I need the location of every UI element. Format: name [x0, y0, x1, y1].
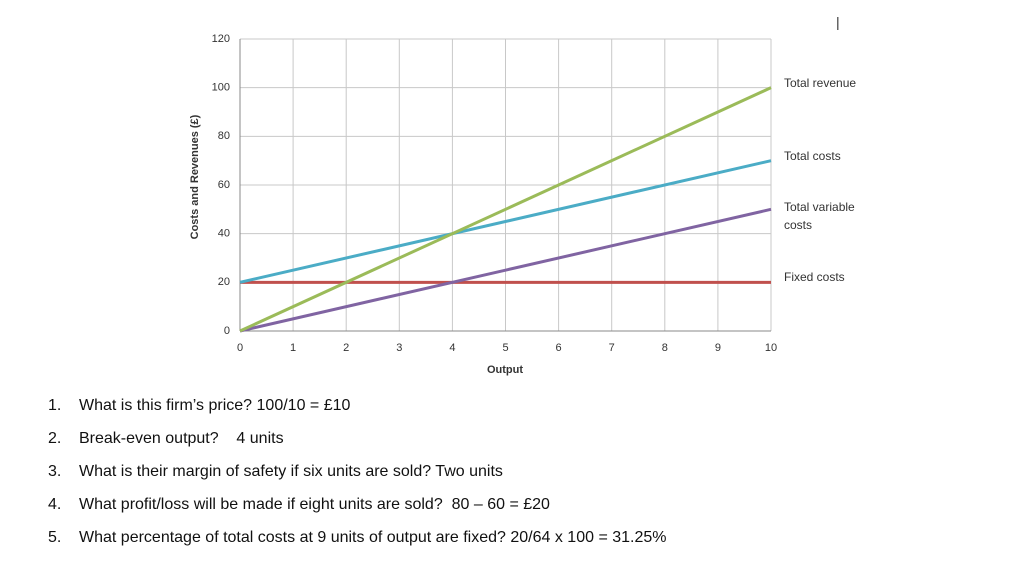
question: 4. What profit/loss will be made if eight… [48, 493, 667, 526]
series-label: Total costs [784, 148, 841, 163]
x-tick-label: 6 [556, 342, 562, 354]
y-tick-label: 40 [218, 228, 230, 240]
chart: Costs and Revenues (£) Output 0204060801… [189, 33, 777, 376]
question-number: 5. [48, 529, 62, 546]
x-tick-label: 5 [502, 342, 508, 354]
y-tick-label: 100 [212, 82, 230, 94]
question: 3. What is their margin of safety if six … [48, 460, 667, 493]
series-line [239, 159, 772, 284]
question-number: 4. [48, 496, 62, 513]
series-label: Total variable costs [784, 200, 855, 233]
y-tick-label: 20 [218, 276, 230, 288]
series-line [239, 207, 772, 333]
y-tick-label: 0 [224, 325, 230, 337]
x-tick-label: 4 [449, 342, 455, 354]
series-label: Fixed costs [784, 270, 845, 285]
x-tick-label: 2 [343, 342, 349, 354]
y-tick-label: 80 [218, 130, 230, 142]
question-text: What is their margin of safety if six un… [79, 463, 503, 480]
question-number: 2. [48, 430, 62, 447]
question-text: What is this firm’s price? 100/10 = £10 [79, 397, 351, 414]
question-text: Break-even output? 4 units [79, 430, 284, 447]
series-line [239, 86, 772, 333]
question-number: 1. [48, 397, 62, 414]
x-tick-label: 1 [290, 342, 296, 354]
x-tick-label: 9 [715, 342, 721, 354]
x-tick-label: 8 [662, 342, 668, 354]
x-tick-label: 7 [609, 342, 615, 354]
x-tick-label: 10 [765, 342, 777, 354]
question-text: What percentage of total costs at 9 unit… [79, 529, 667, 546]
question: 2. Break-even output? 4 units [48, 427, 667, 460]
x-tick-label: 0 [237, 342, 243, 354]
question-list: 1. What is this firm’s price? 100/10 = £1… [48, 394, 667, 559]
question: 5. What percentage of total costs at 9 un… [48, 526, 667, 559]
series-label: Total revenue [784, 75, 857, 90]
y-tick-label: 120 [212, 33, 230, 45]
question-text: What profit/loss will be made if eight u… [79, 496, 550, 513]
question: 1. What is this firm’s price? 100/10 = £1… [48, 394, 667, 427]
question-number: 3. [48, 463, 62, 480]
y-axis-label: Costs and Revenues (£) [189, 114, 201, 239]
corner-mark: | [836, 14, 840, 30]
x-tick-label: 3 [396, 342, 402, 354]
y-tick-label: 60 [218, 179, 230, 191]
x-axis-label: Output [487, 364, 523, 376]
